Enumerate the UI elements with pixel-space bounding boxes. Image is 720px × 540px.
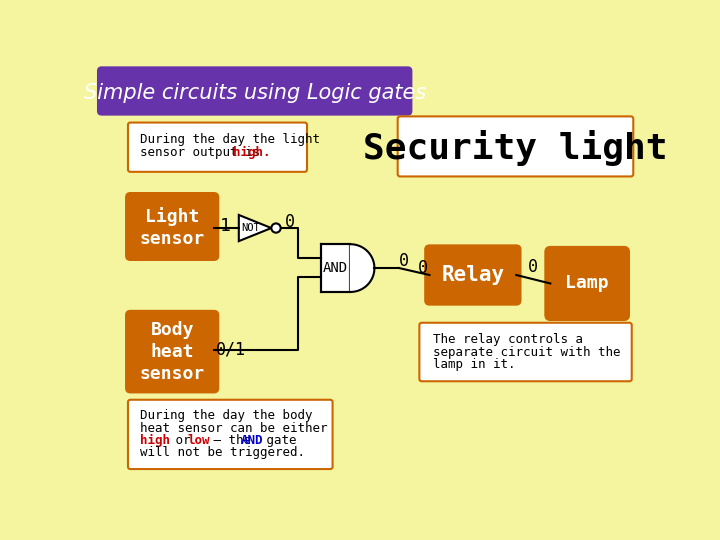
FancyBboxPatch shape [127, 311, 218, 392]
Polygon shape [321, 244, 351, 292]
FancyBboxPatch shape [419, 323, 631, 381]
Text: 1: 1 [220, 217, 230, 235]
FancyBboxPatch shape [397, 117, 634, 177]
FancyBboxPatch shape [128, 123, 307, 172]
Text: 0/1: 0/1 [216, 341, 246, 359]
Text: will not be triggered.: will not be triggered. [140, 447, 305, 460]
Text: During the day the light: During the day the light [140, 133, 320, 146]
Text: gate: gate [259, 434, 297, 447]
Text: Simple circuits using Logic gates: Simple circuits using Logic gates [84, 83, 426, 103]
Text: separate circuit with the: separate circuit with the [433, 346, 620, 359]
Text: low: low [188, 434, 210, 447]
Text: Lamp: Lamp [565, 274, 609, 293]
Text: sensor output is: sensor output is [140, 146, 268, 159]
FancyBboxPatch shape [128, 400, 333, 469]
FancyBboxPatch shape [127, 193, 218, 260]
Text: heat sensor can be either: heat sensor can be either [140, 422, 328, 435]
Polygon shape [351, 244, 374, 292]
Text: Security light: Security light [363, 130, 667, 166]
FancyBboxPatch shape [426, 246, 520, 304]
Text: or: or [168, 434, 198, 447]
Text: high.: high. [233, 146, 270, 159]
Text: 0: 0 [285, 213, 295, 231]
Text: 0: 0 [418, 259, 428, 277]
Circle shape [271, 224, 281, 233]
Text: NOT: NOT [241, 223, 260, 233]
FancyBboxPatch shape [97, 66, 413, 116]
Text: 0: 0 [528, 258, 539, 276]
Text: Relay: Relay [441, 265, 505, 285]
Text: 0: 0 [399, 252, 409, 270]
Text: AND: AND [323, 261, 348, 275]
Text: high: high [140, 434, 171, 447]
Text: Light
sensor: Light sensor [140, 207, 204, 248]
Text: – the: – the [206, 434, 258, 447]
Polygon shape [239, 215, 271, 241]
Text: AND: AND [240, 434, 263, 447]
Text: The relay controls a: The relay controls a [433, 333, 582, 346]
FancyBboxPatch shape [546, 247, 629, 320]
Text: Body
heat
sensor: Body heat sensor [140, 321, 204, 383]
Text: During the day the body: During the day the body [140, 409, 313, 422]
Text: lamp in it.: lamp in it. [433, 358, 515, 371]
